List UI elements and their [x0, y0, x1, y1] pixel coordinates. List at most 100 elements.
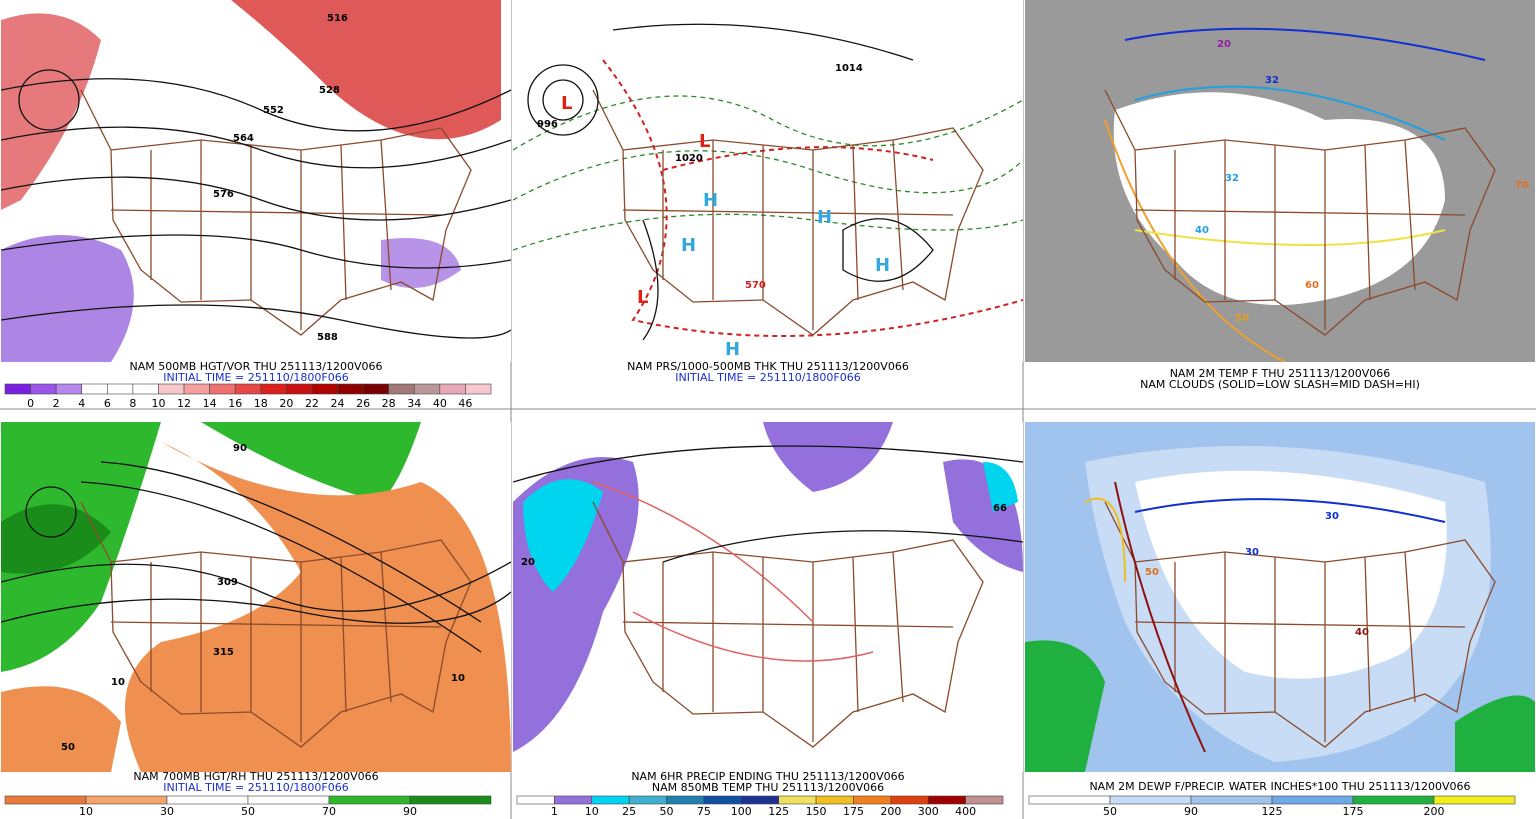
colorbar-label: 26 [356, 397, 370, 410]
colorbar-label: 90 [1184, 805, 1198, 818]
caption: NAM 6HR PRECIP ENDING THU 251113/1200V06… [631, 770, 904, 783]
colorbar-swatch [413, 383, 441, 395]
vort-area [381, 238, 461, 288]
caption: NAM 700MB HGT/RH THU 251113/1200V066 [133, 770, 378, 783]
map-label: 576 [213, 189, 234, 200]
map-label: 552 [263, 105, 284, 116]
colorbar-swatch [853, 795, 892, 805]
pw-area [1455, 695, 1535, 772]
caption: NAM 500MB HGT/VOR THU 251113/1200V066 [130, 360, 383, 373]
colorbar-swatch [81, 383, 108, 395]
map-label: 528 [319, 85, 340, 96]
colorbar-swatch [260, 383, 287, 395]
map-label: 564 [233, 133, 254, 144]
precip-area [983, 462, 1018, 512]
map-label: 50 [1235, 313, 1249, 324]
colorbar-label: 0 [27, 397, 34, 410]
contour [25, 486, 77, 538]
colorbar-label: 200 [1424, 805, 1445, 818]
colorbar-swatch [778, 795, 817, 805]
map-label: 30 [1325, 511, 1339, 522]
map-2m-temp: 32 32 40 50 60 70 20 [1025, 0, 1535, 362]
colorbar-swatch [388, 383, 415, 395]
colorbar-label: 50 [241, 805, 255, 818]
colorbar-swatch [209, 383, 236, 395]
map-label: 1020 [675, 153, 703, 164]
colorbar-label: 10 [79, 805, 93, 818]
colorbar-swatch [1271, 795, 1354, 805]
colorbar-swatch [703, 795, 742, 805]
map-label: 20 [521, 557, 535, 568]
colorbar-swatch [554, 795, 593, 805]
colorbar-label: 18 [254, 397, 268, 410]
colorbar-label: 20 [279, 397, 293, 410]
colorbar-label: 14 [203, 397, 217, 410]
colorbar-swatch [1433, 795, 1516, 805]
colorbar-label: 10 [151, 397, 165, 410]
caption: INITIAL TIME = 251110/1800F066 [163, 371, 348, 384]
colorbar-label: 100 [731, 805, 752, 818]
colorbar-label: 150 [806, 805, 827, 818]
colorbar-label: 22 [305, 397, 319, 410]
colorbar-label: 46 [458, 397, 472, 410]
vort-area [1, 235, 134, 362]
colorbar-swatch [247, 795, 330, 805]
colorbar-swatch [409, 795, 492, 805]
map-label: 996 [537, 119, 558, 130]
map-label: 60 [1305, 280, 1319, 291]
isobar [527, 64, 599, 136]
colorbar-label: 34 [407, 397, 421, 410]
map-label: 20 [1217, 39, 1231, 50]
colorbar-swatch [815, 795, 854, 805]
colorbar-label: 50 [660, 805, 674, 818]
colorbar-label: 300 [918, 805, 939, 818]
isodrosotherm [1084, 497, 1126, 583]
colorbar-swatch [741, 795, 779, 805]
colorbar-label: 400 [955, 805, 976, 818]
map-label: 50 [61, 742, 75, 753]
caption: NAM PRS/1000-500MB THK THU 251113/1200V0… [627, 360, 909, 373]
rh-area [1, 686, 121, 772]
isodrosotherm [1134, 498, 1446, 523]
colorbar-label: 28 [382, 397, 396, 410]
rh-area [125, 442, 511, 772]
high: H [817, 207, 832, 228]
map-label: 10 [451, 673, 465, 684]
colorbar-swatch [55, 383, 83, 395]
precip-area [523, 479, 603, 592]
colorbar-swatch [286, 383, 313, 395]
isobar [542, 79, 584, 121]
colorbar-swatch [1190, 795, 1273, 805]
colorbar-label: 16 [228, 397, 242, 410]
colorbar-label: 175 [1343, 805, 1364, 818]
isotherm [1104, 119, 1286, 362]
map-pressure: L L L H H H H H 996 1020 570 1014 [513, 0, 1023, 362]
map-precip: 20 66 [513, 422, 1023, 772]
map-label: 40 [1195, 225, 1209, 236]
colorbar-swatch [516, 795, 555, 805]
isotherm [592, 481, 874, 662]
colorbar-swatch [132, 383, 159, 395]
isotherm [1134, 85, 1446, 141]
high: H [725, 339, 740, 360]
colorbar-label: 70 [322, 805, 336, 818]
map-dewpoint: 30 30 50 40 [1025, 422, 1535, 772]
thickness-540 [602, 59, 1023, 337]
colorbar-swatch [337, 383, 364, 395]
precip-area [763, 422, 893, 492]
colorbar-label: 6 [104, 397, 111, 410]
pw-area [1025, 640, 1105, 772]
colorbar-swatch [965, 795, 1004, 805]
colorbar-label: 125 [768, 805, 789, 818]
vort-area [231, 0, 501, 140]
rh-area [201, 422, 421, 502]
colorbar-swatch [30, 383, 57, 395]
pw-area [1135, 470, 1447, 679]
colorbar-label: 24 [331, 397, 345, 410]
colorbar-swatch [107, 383, 134, 395]
map-label: 516 [327, 13, 348, 24]
isobar [612, 23, 934, 341]
map-label: 1014 [835, 63, 863, 74]
isodrosotherm [1114, 481, 1206, 753]
colorbar-label: 2 [53, 397, 60, 410]
